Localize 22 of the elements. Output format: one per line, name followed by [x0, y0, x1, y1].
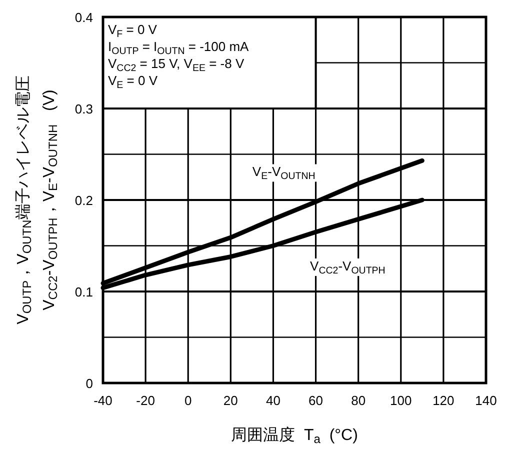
y-tick-label: 0	[86, 376, 93, 391]
series-label: V$_{CC2}$-V$_{OUTPH}$	[310, 258, 386, 276]
y-tick-label: 0.3	[74, 102, 93, 116]
x-tick-label: 0	[184, 393, 192, 408]
annotation: I$_{OUTP}$ = I$_{OUTN}$ = -100 mA	[108, 39, 250, 56]
x-tick-label: 60	[308, 393, 324, 408]
x-tick-label: 40	[266, 393, 280, 408]
x-tick-label: 100	[390, 393, 412, 408]
x-tick-label: -40	[94, 393, 112, 408]
annotation: V$_{E}$ = 0 V	[108, 73, 158, 90]
series-label: V$_{E}$-V$_{OUTNH}$	[252, 164, 316, 182]
x-tick-label: 140	[475, 393, 497, 408]
x-axis-title: 周囲温度 T$_{a}$ (°C)	[231, 426, 358, 446]
y-tick-label: 0.1	[74, 284, 93, 300]
y-tick-label: 0.4	[74, 10, 93, 25]
annotation: V$_{CC2}$ = 15 V, V$_{EE}$ = -8 V	[108, 56, 244, 74]
x-tick-label: 120	[432, 393, 454, 408]
x-tick-label: 20	[223, 393, 238, 408]
y-tick-label: 0.2	[74, 193, 93, 208]
x-tick-label: -20	[136, 393, 155, 408]
annotation: V$_{F}$ = 0 V	[108, 22, 158, 40]
x-tick-label: 80	[351, 393, 366, 408]
